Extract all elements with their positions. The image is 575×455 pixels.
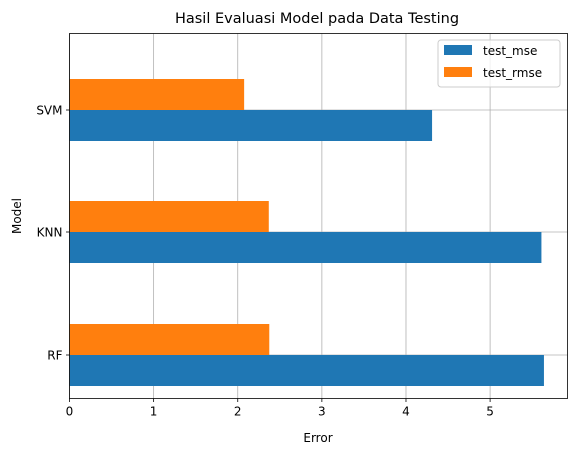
legend-swatch-test-mse <box>444 45 472 55</box>
y-axis-title: Model <box>10 198 24 234</box>
bar-test-mse-svm <box>69 110 433 141</box>
x-tick-label: 5 <box>486 405 494 419</box>
x-axis-title: Error <box>303 431 332 445</box>
bar-test-rmse-svm <box>69 79 245 110</box>
bar-test-mse-knn <box>69 232 542 263</box>
x-tick-label: 4 <box>402 405 410 419</box>
x-tick-label: 0 <box>66 405 74 419</box>
bar-test-rmse-knn <box>69 201 269 232</box>
plot-frame <box>69 33 568 399</box>
x-tick-label: 2 <box>234 405 242 419</box>
x-tick-label: 1 <box>150 405 158 419</box>
chart-title: Hasil Evaluasi Model pada Data Testing <box>175 11 459 27</box>
bars-layer <box>69 79 544 386</box>
y-tick-label-knn: KNN <box>37 226 63 240</box>
x-tick-label: 3 <box>318 405 326 419</box>
bar-test-rmse-rf <box>69 324 270 355</box>
ticks-layer: 0 1 2 3 4 5 RF KNN SVM <box>36 104 494 419</box>
legend-label-test-rmse: test_rmse <box>483 66 542 80</box>
legend-label-test-mse: test_mse <box>483 44 537 58</box>
legend: test_mse test_rmse <box>437 39 561 88</box>
y-tick-label-rf: RF <box>47 349 62 363</box>
legend-swatch-test-rmse <box>444 67 472 77</box>
bar-test-mse-rf <box>69 355 544 386</box>
y-tick-label-svm: SVM <box>36 104 62 118</box>
